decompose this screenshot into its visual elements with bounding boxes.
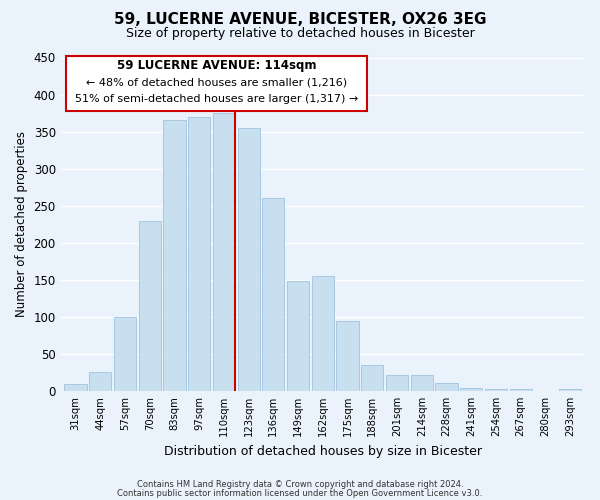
Bar <box>386 374 408 391</box>
Text: Contains HM Land Registry data © Crown copyright and database right 2024.: Contains HM Land Registry data © Crown c… <box>137 480 463 489</box>
Bar <box>238 128 260 391</box>
Bar <box>337 320 359 391</box>
Text: Size of property relative to detached houses in Bicester: Size of property relative to detached ho… <box>125 28 475 40</box>
Bar <box>361 365 383 391</box>
Bar <box>64 384 86 391</box>
Bar <box>287 282 309 391</box>
Bar <box>559 390 581 391</box>
Bar <box>509 390 532 391</box>
Bar <box>114 317 136 391</box>
Text: 59 LUCERNE AVENUE: 114sqm: 59 LUCERNE AVENUE: 114sqm <box>117 59 316 72</box>
Bar <box>188 117 210 391</box>
Text: ← 48% of detached houses are smaller (1,216): ← 48% of detached houses are smaller (1,… <box>86 78 347 88</box>
Bar <box>89 372 112 391</box>
Bar <box>262 198 284 391</box>
Bar <box>485 390 507 391</box>
Bar <box>213 113 235 391</box>
FancyBboxPatch shape <box>66 56 367 111</box>
Bar <box>139 220 161 391</box>
X-axis label: Distribution of detached houses by size in Bicester: Distribution of detached houses by size … <box>164 444 482 458</box>
Text: 59, LUCERNE AVENUE, BICESTER, OX26 3EG: 59, LUCERNE AVENUE, BICESTER, OX26 3EG <box>114 12 486 28</box>
Y-axis label: Number of detached properties: Number of detached properties <box>15 131 28 317</box>
Bar <box>460 388 482 391</box>
Bar <box>410 374 433 391</box>
Text: Contains public sector information licensed under the Open Government Licence v3: Contains public sector information licen… <box>118 488 482 498</box>
Text: 51% of semi-detached houses are larger (1,317) →: 51% of semi-detached houses are larger (… <box>75 94 358 104</box>
Bar <box>163 120 185 391</box>
Bar <box>436 383 458 391</box>
Bar <box>312 276 334 391</box>
